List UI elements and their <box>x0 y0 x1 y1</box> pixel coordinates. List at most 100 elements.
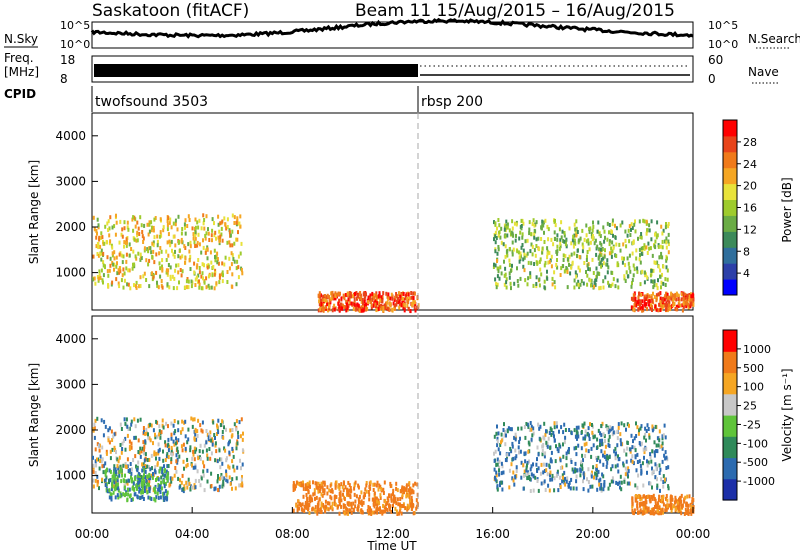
data-cell <box>541 250 544 255</box>
data-cell <box>662 480 665 484</box>
data-cell <box>558 246 561 251</box>
data-cell <box>100 248 103 253</box>
data-cell <box>568 262 570 267</box>
data-cell <box>645 500 648 505</box>
data-cell <box>184 231 187 236</box>
data-cell <box>169 276 172 281</box>
data-cell <box>138 451 141 455</box>
data-cell <box>355 291 358 295</box>
data-cell <box>527 449 530 454</box>
data-cell <box>217 222 220 227</box>
data-cell <box>511 240 514 245</box>
data-cell <box>146 247 149 252</box>
data-cell <box>573 238 576 243</box>
data-cell <box>376 503 379 508</box>
data-cell <box>535 462 538 467</box>
data-cell <box>386 294 389 299</box>
data-cell <box>177 476 180 481</box>
data-cell <box>146 490 149 495</box>
data-cell <box>104 265 106 270</box>
data-cell <box>177 428 180 433</box>
data-cell <box>656 220 659 225</box>
data-cell <box>692 297 695 302</box>
data-cell <box>207 264 210 269</box>
data-cell <box>680 292 683 297</box>
data-cell <box>231 446 234 451</box>
data-cell <box>102 280 104 285</box>
data-cell <box>240 477 243 482</box>
data-cell <box>167 464 170 468</box>
data-cell <box>581 463 584 468</box>
data-cell <box>106 255 109 260</box>
data-cell <box>638 459 641 464</box>
data-cell <box>522 257 525 262</box>
data-cell <box>511 263 513 268</box>
data-cell <box>636 266 639 271</box>
data-cell <box>678 299 681 304</box>
data-cell <box>629 269 632 274</box>
data-cell <box>125 243 128 248</box>
data-cell <box>586 250 589 254</box>
data-cell <box>595 472 598 477</box>
data-cell <box>316 508 319 513</box>
data-cell <box>662 474 665 479</box>
data-cell <box>97 223 100 228</box>
nsearch-scale-top: 10^5 <box>708 19 738 32</box>
data-cell <box>350 505 353 510</box>
colorbar-swatch <box>723 372 737 395</box>
data-cell <box>177 438 180 443</box>
data-cell <box>650 459 653 464</box>
data-cell <box>405 487 408 492</box>
data-cell <box>159 246 162 250</box>
data-cell <box>194 449 197 454</box>
data-cell <box>113 432 116 437</box>
data-cell <box>96 231 98 236</box>
data-cell <box>598 247 601 252</box>
data-cell <box>211 217 214 222</box>
data-cell <box>102 463 105 468</box>
data-cell <box>180 231 183 236</box>
data-cell <box>625 427 627 432</box>
data-cell <box>585 239 588 244</box>
data-cell <box>362 495 365 500</box>
data-cell <box>500 461 503 466</box>
data-cell <box>171 274 174 279</box>
data-cell <box>353 302 356 307</box>
data-cell <box>121 273 124 278</box>
data-cell <box>625 244 628 249</box>
data-cell <box>510 462 513 467</box>
data-cell <box>210 285 213 290</box>
x-tick-label: 12:00 <box>375 527 410 541</box>
data-cell <box>109 456 112 461</box>
data-cell <box>113 250 116 255</box>
data-cell <box>659 296 662 301</box>
data-cell <box>496 485 499 490</box>
data-cell <box>658 438 661 443</box>
data-cell <box>517 250 520 255</box>
data-cell <box>123 220 126 225</box>
data-cell <box>216 251 219 256</box>
data-cell <box>405 494 408 499</box>
data-cell <box>195 265 198 270</box>
data-cell <box>596 458 599 462</box>
data-cell <box>575 452 578 457</box>
data-cell <box>93 435 96 440</box>
data-cell <box>170 225 173 230</box>
data-cell <box>193 417 196 422</box>
data-cell <box>568 226 571 231</box>
data-cell <box>572 469 575 474</box>
data-cell <box>182 442 185 447</box>
data-cell <box>523 473 525 478</box>
data-cell <box>155 478 157 482</box>
data-cell <box>213 487 216 492</box>
data-cell <box>228 256 231 261</box>
data-cell <box>112 262 115 267</box>
data-cell <box>509 268 512 273</box>
data-cell <box>330 496 333 501</box>
data-cell <box>646 275 649 280</box>
colorbar-swatch <box>723 199 737 216</box>
data-cell <box>398 305 401 310</box>
data-cell <box>645 231 648 236</box>
data-cell <box>677 304 680 308</box>
